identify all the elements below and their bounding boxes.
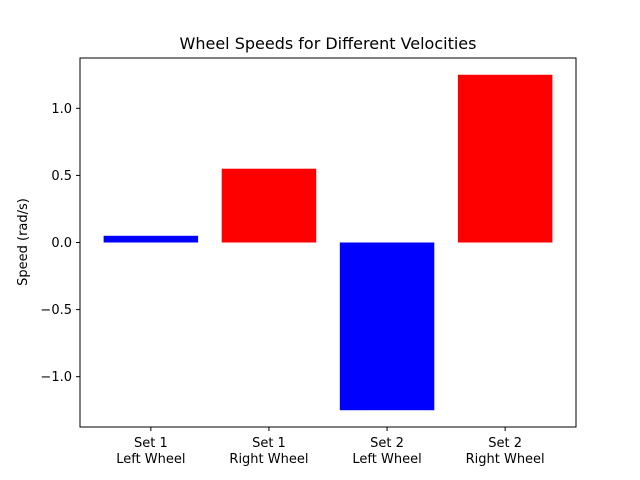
x-axis-ticks: Set 1 Left Wheel Set 1 Right Wheel Set 2 Left… [116, 427, 545, 467]
bar-3 [339, 242, 435, 411]
x-tick-label: Set 1 Left Wheel [116, 436, 185, 467]
bar-1 [103, 235, 199, 243]
x-tick-label: Set 2 Right Wheel [466, 436, 545, 467]
y-tick-label: −0.5 [40, 303, 72, 318]
x-tick-label: Set 1 Right Wheel [229, 436, 308, 467]
y-axis-ticks: −1.0 −0.5 0.0 0.5 1.0 [40, 102, 80, 385]
chart-title: Wheel Speeds for Different Velocities [180, 34, 477, 53]
y-axis-label: Speed (rad/s) [16, 198, 31, 286]
bars-group [103, 74, 553, 411]
y-tick-label: −1.0 [40, 370, 72, 385]
y-tick-label: 0.0 [51, 236, 72, 251]
x-tick-label: Set 2 Left Wheel [352, 436, 421, 467]
bar-4 [457, 74, 553, 243]
plot-frame [79, 57, 577, 428]
y-tick-label: 1.0 [51, 102, 72, 117]
y-tick-label: 0.5 [51, 169, 72, 184]
bar-2 [221, 168, 317, 243]
